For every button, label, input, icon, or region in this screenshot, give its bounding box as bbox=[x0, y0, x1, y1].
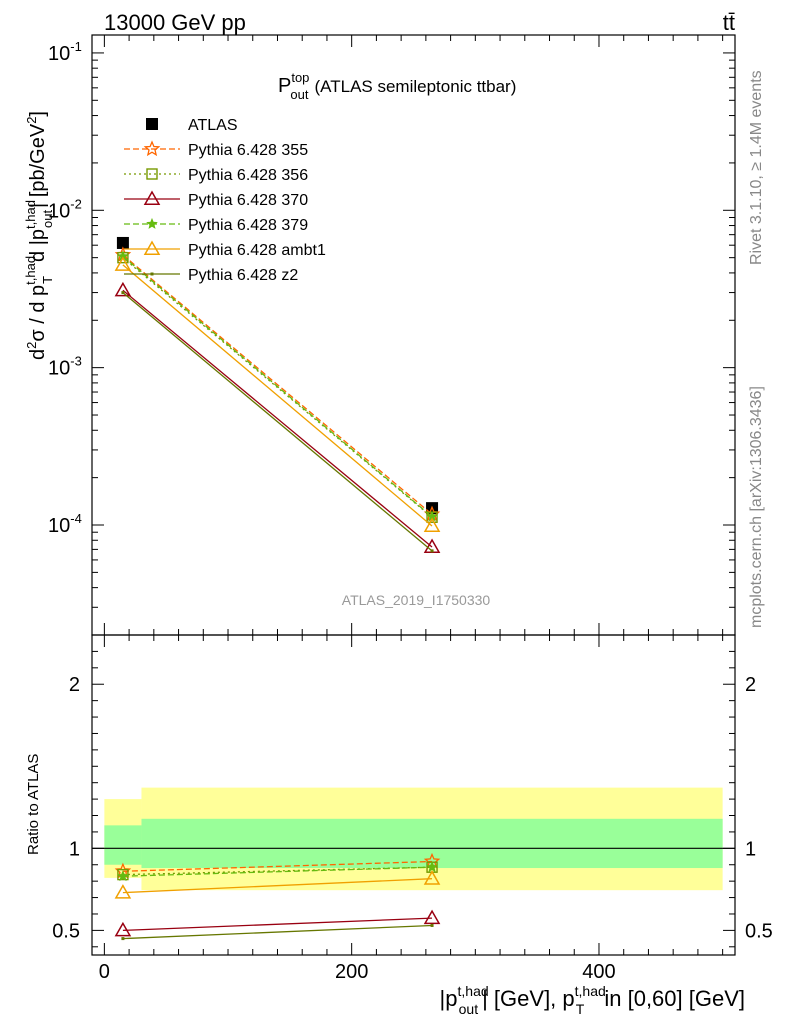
ratio-point-pythia-6-428-ambt1 bbox=[114, 884, 132, 899]
series-line-pythia-6-428-355 bbox=[122, 254, 433, 515]
plot-title-main: P bbox=[278, 75, 291, 97]
y-tick-label-main: 10-2 bbox=[48, 196, 82, 222]
data-point-atlas bbox=[116, 236, 129, 249]
ratio-panel-frame: 0.5 0.5 1 1 2 2 0 200 400 bbox=[52, 634, 773, 983]
uncertainty-band-stat bbox=[141, 818, 723, 869]
y-tick-label-ratio-right: 0.5 bbox=[745, 920, 773, 942]
series-pythia-6-428-355 bbox=[114, 246, 441, 522]
series-pythia-6-428-ambt1 bbox=[114, 256, 441, 533]
legend-label-pythia-6-428-379: Pythia 6.428 379 bbox=[188, 217, 308, 234]
legend-item-pythia-6-428-355: Pythia 6.428 355 bbox=[124, 140, 308, 159]
y-tick-label-ratio-left: 2 bbox=[69, 674, 80, 696]
legend-label-atlas: ATLAS bbox=[188, 117, 238, 134]
legend-label-pythia-6-428-ambt1: Pythia 6.428 ambt1 bbox=[188, 242, 326, 259]
ratio-line-pythia-6-428-355 bbox=[122, 860, 433, 872]
legend-label-pythia-6-428-356: Pythia 6.428 356 bbox=[188, 167, 308, 184]
data-point-pythia-6-428-z2 bbox=[121, 291, 125, 295]
legend-marker-pythia-6-428-379 bbox=[146, 217, 158, 229]
legend-label-pythia-6-428-355: Pythia 6.428 355 bbox=[188, 142, 308, 159]
ratio-point-pythia-6-428-370 bbox=[114, 921, 132, 937]
series-line-pythia-6-428-379 bbox=[122, 255, 433, 518]
legend-item-pythia-6-428-370: Pythia 6.428 370 bbox=[124, 190, 308, 209]
legend-marker-pythia-6-428-356 bbox=[146, 168, 158, 180]
legend-marker-atlas bbox=[146, 118, 158, 130]
y-tick-label-ratio-right: 1 bbox=[745, 838, 756, 860]
y-axis-label-ratio: Ratio to ATLAS bbox=[25, 754, 42, 855]
x-tick-label: 400 bbox=[582, 961, 615, 983]
series-pythia-6-428-z2 bbox=[121, 291, 434, 553]
energy-label: 13000 GeV pp bbox=[104, 10, 246, 35]
ratio-panel-series bbox=[114, 852, 441, 941]
plot-title-sub: out bbox=[290, 87, 308, 102]
ratio-line-pythia-6-428-370 bbox=[122, 917, 433, 932]
series-pythia-6-428-370 bbox=[114, 281, 441, 553]
y-tick-label-main: 10-3 bbox=[48, 354, 82, 380]
mcplots-label: mcplots.cern.ch [arXiv:1306.3436] bbox=[748, 386, 765, 628]
data-point-pythia-6-428-ambt1 bbox=[423, 517, 441, 533]
legend-marker-pythia-6-428-355 bbox=[143, 140, 161, 157]
data-point-pythia-6-428-z2 bbox=[430, 549, 434, 553]
plot-title-rest: (ATLAS semileptonic ttbar) bbox=[315, 77, 517, 96]
ratio-point-pythia-6-428-379 bbox=[426, 861, 438, 873]
data-point-pythia-6-428-370 bbox=[114, 281, 132, 297]
legend-item-atlas: ATLAS bbox=[146, 117, 238, 134]
ratio-line-pythia-6-428-ambt1 bbox=[122, 878, 433, 894]
analysis-label: ATLAS_2019_I1750330 bbox=[342, 592, 491, 608]
legend-marker-pythia-6-428-370 bbox=[143, 190, 161, 205]
plot-title-sup: top bbox=[291, 70, 309, 85]
legend-label-pythia-6-428-370: Pythia 6.428 370 bbox=[188, 192, 308, 209]
legend: ATLAS Pythia 6.428 355 Pythia 6.428 356 Pyt… bbox=[124, 117, 326, 284]
plot-title: Ptop out (ATLAS semileptonic ttbar) bbox=[278, 70, 516, 102]
ratio-series-pythia-6-428-379 bbox=[117, 861, 438, 882]
ratio-point-pythia-6-428-ambt1 bbox=[423, 870, 441, 885]
ratio-line-pythia-6-428-356 bbox=[122, 866, 433, 876]
series-line-pythia-6-428-z2 bbox=[122, 292, 433, 552]
legend-item-pythia-6-428-356: Pythia 6.428 356 bbox=[124, 167, 308, 184]
ratio-point-pythia-6-428-z2 bbox=[430, 923, 434, 927]
series-line-pythia-6-428-ambt1 bbox=[122, 264, 433, 527]
legend-label-pythia-6-428-z2: Pythia 6.428 z2 bbox=[188, 267, 298, 284]
main-panel-series bbox=[114, 236, 441, 553]
x-tick-label: 0 bbox=[99, 961, 110, 983]
ratio-line-pythia-6-428-z2 bbox=[122, 924, 433, 940]
ratio-series-pythia-6-428-z2 bbox=[121, 923, 434, 941]
legend-item-pythia-6-428-379: Pythia 6.428 379 bbox=[124, 217, 308, 234]
legend-marker-pythia-6-428-ambt1 bbox=[143, 240, 161, 255]
ratio-series-pythia-6-428-ambt1 bbox=[114, 870, 441, 899]
ratio-series-pythia-6-428-370 bbox=[114, 909, 441, 937]
uncertainty-band-stat bbox=[104, 825, 142, 865]
y-tick-label-ratio-right: 2 bbox=[745, 674, 756, 696]
series-line-pythia-6-428-370 bbox=[122, 289, 433, 548]
y-tick-label-ratio-left: 0.5 bbox=[52, 920, 80, 942]
y-tick-label-ratio-left: 1 bbox=[69, 838, 80, 860]
ratio-point-pythia-6-428-z2 bbox=[121, 937, 125, 941]
y-axis-label-main: d2σ / d pt,had Td |pt,had out| [pb/GeV2] bbox=[23, 111, 55, 360]
x-tick-label: 200 bbox=[335, 961, 368, 983]
ratio-frame-box bbox=[91, 634, 736, 956]
legend-item-pythia-6-428-ambt1: Pythia 6.428 ambt1 bbox=[124, 240, 326, 259]
y-tick-label-main: 10-4 bbox=[48, 511, 82, 537]
ratio-point-pythia-6-428-379 bbox=[117, 870, 129, 882]
ratio-line-pythia-6-428-379 bbox=[122, 866, 433, 877]
ratio-point-pythia-6-428-370 bbox=[423, 909, 441, 925]
process-label: tt̄ bbox=[723, 10, 735, 35]
legend-marker-pythia-6-428-z2 bbox=[150, 272, 154, 276]
data-point-pythia-6-428-ambt1 bbox=[114, 256, 132, 271]
rivet-label: Rivet 3.1.10, ≥ 1.4M events bbox=[748, 70, 765, 265]
y-tick-label-main: 10-1 bbox=[48, 39, 82, 65]
legend-item-pythia-6-428-z2: Pythia 6.428 z2 bbox=[124, 267, 298, 284]
